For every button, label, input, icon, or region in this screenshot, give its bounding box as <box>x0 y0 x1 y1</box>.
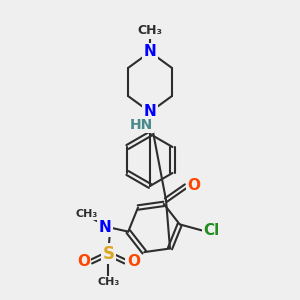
Text: CH₃: CH₃ <box>75 208 98 219</box>
Text: CH₃: CH₃ <box>97 277 119 286</box>
Text: O: O <box>77 254 90 269</box>
Text: CH₃: CH₃ <box>137 25 163 38</box>
Text: O: O <box>188 178 200 194</box>
Text: Cl: Cl <box>204 223 220 238</box>
Text: N: N <box>144 104 156 119</box>
Text: N: N <box>99 220 112 235</box>
Text: N: N <box>144 44 156 59</box>
Text: O: O <box>127 254 140 269</box>
Text: S: S <box>102 244 114 262</box>
Text: HN: HN <box>129 118 153 132</box>
